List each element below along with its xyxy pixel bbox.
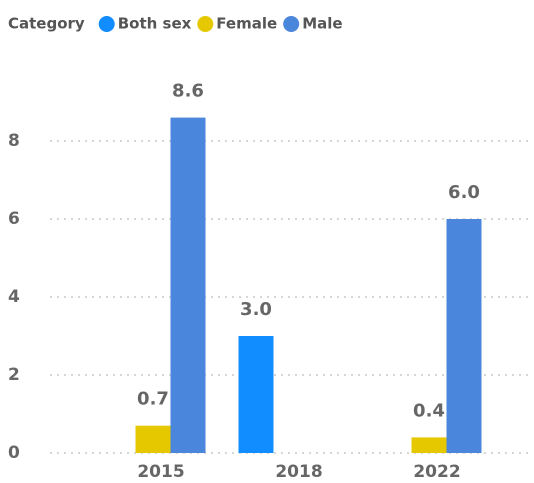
x-tick-label: 2015 <box>137 462 184 482</box>
bar <box>135 425 171 453</box>
value-label: 6.0 <box>448 182 480 203</box>
y-tick-label: 0 <box>8 443 20 463</box>
value-label: 3.0 <box>240 299 272 320</box>
legend-marker <box>98 16 115 32</box>
legend-label: Male <box>302 15 342 33</box>
y-tick-label: 2 <box>8 365 20 385</box>
legend-marker <box>283 16 300 32</box>
legend-title: Category <box>8 15 85 33</box>
bar <box>411 437 447 453</box>
x-tick-label: 2022 <box>413 462 460 482</box>
value-label: 0.7 <box>137 389 169 410</box>
y-tick-label: 4 <box>8 287 20 307</box>
value-label: 8.6 <box>172 81 204 102</box>
legend-marker <box>197 16 214 32</box>
bar <box>238 336 274 453</box>
y-tick-label: 8 <box>8 131 20 151</box>
x-tick-label: 2018 <box>275 462 322 482</box>
legend-label: Both sex <box>118 15 192 33</box>
y-tick-label: 6 <box>8 209 20 229</box>
bar <box>446 219 482 453</box>
legend-label: Female <box>216 15 277 33</box>
bar <box>170 117 206 453</box>
value-label: 0.4 <box>413 400 445 421</box>
